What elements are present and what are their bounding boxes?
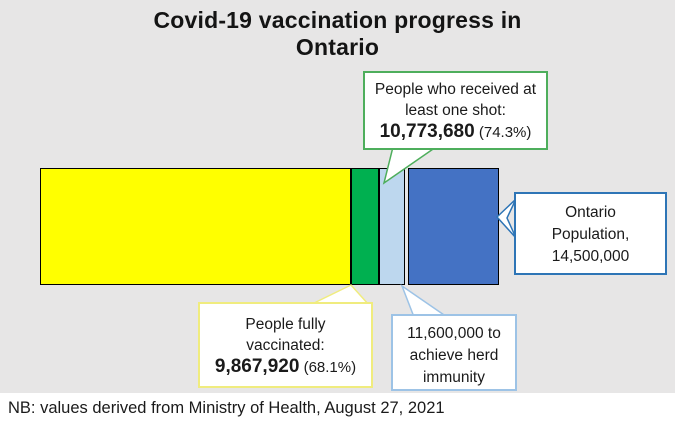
population-line2: Population, [551, 226, 630, 243]
one-shot-percent: (74.3%) [474, 124, 532, 141]
chart-title-line1: Covid-19 vaccination progress in [153, 7, 522, 33]
chart-title-line2: Ontario [295, 34, 380, 60]
one-shot-value: 10,773,680 [379, 121, 475, 142]
fully-line1: People fully [245, 316, 326, 333]
fully-value: 9,867,920 [214, 356, 300, 377]
source-note: NB: values derived from Ministry of Heal… [8, 399, 445, 417]
chart-title: Covid-19 vaccination progress in Ontario [0, 7, 675, 61]
fully-line2: vaccinated: [246, 337, 325, 354]
callout-fully-vaccinated: People fully vaccinated: 9,867,920 (68.1… [198, 302, 373, 388]
callout-one-shot-line1: People who received at [374, 81, 537, 98]
callout-one-shot-line2: least one shot: [405, 102, 506, 119]
stacked-bar [40, 168, 499, 285]
population-value: 14,500,000 [551, 248, 630, 265]
herd-line3: immunity [422, 369, 485, 386]
callout-ontario-population: Ontario Population, 14,500,000 [514, 192, 667, 275]
herd-line1: 11,600,000 to [407, 325, 501, 342]
fully-percent: (68.1%) [299, 359, 357, 376]
bar-segment-herd-immunity-gap [379, 168, 405, 285]
callout-one-shot-value-line: 10,773,680 (74.3%) [365, 121, 546, 143]
fully-value-line: 9,867,920 (68.1%) [200, 356, 371, 378]
population-line1: Ontario [565, 204, 616, 221]
callout-herd-immunity: 11,600,000 to achieve herd immunity [391, 314, 517, 391]
callout-one-shot: People who received at least one shot: 1… [363, 71, 548, 150]
bar-segment-one-shot [351, 168, 379, 285]
bar-segment-remaining-population [408, 168, 499, 285]
herd-line2: achieve herd [409, 347, 499, 364]
bar-segment-fully-vaccinated [40, 168, 351, 285]
